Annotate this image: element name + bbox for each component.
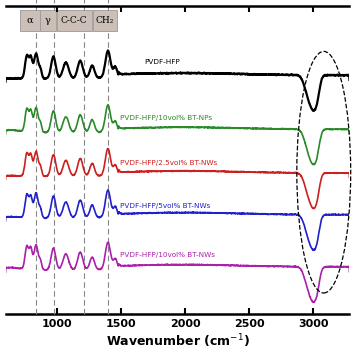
FancyBboxPatch shape [20, 10, 40, 31]
Text: PVDF-HFP/5vol% BT-NWs: PVDF-HFP/5vol% BT-NWs [120, 203, 210, 209]
X-axis label: Wavenumber (cm$^{-1}$): Wavenumber (cm$^{-1}$) [105, 333, 250, 350]
Text: PVDF-HFP/10vol% BT-NPs: PVDF-HFP/10vol% BT-NPs [120, 115, 212, 121]
Text: PVDF-HFP: PVDF-HFP [144, 59, 180, 65]
Text: CH₂: CH₂ [96, 16, 114, 25]
Text: PVDF-HFP/10vol% BT-NWs: PVDF-HFP/10vol% BT-NWs [120, 252, 215, 258]
Text: PVDF-HFP/2.5vol% BT-NWs: PVDF-HFP/2.5vol% BT-NWs [120, 160, 217, 166]
FancyBboxPatch shape [57, 10, 91, 31]
Text: C-C-C: C-C-C [61, 16, 88, 25]
Text: α: α [27, 16, 33, 25]
Text: γ: γ [45, 16, 51, 25]
FancyBboxPatch shape [40, 10, 56, 31]
FancyBboxPatch shape [93, 10, 117, 31]
